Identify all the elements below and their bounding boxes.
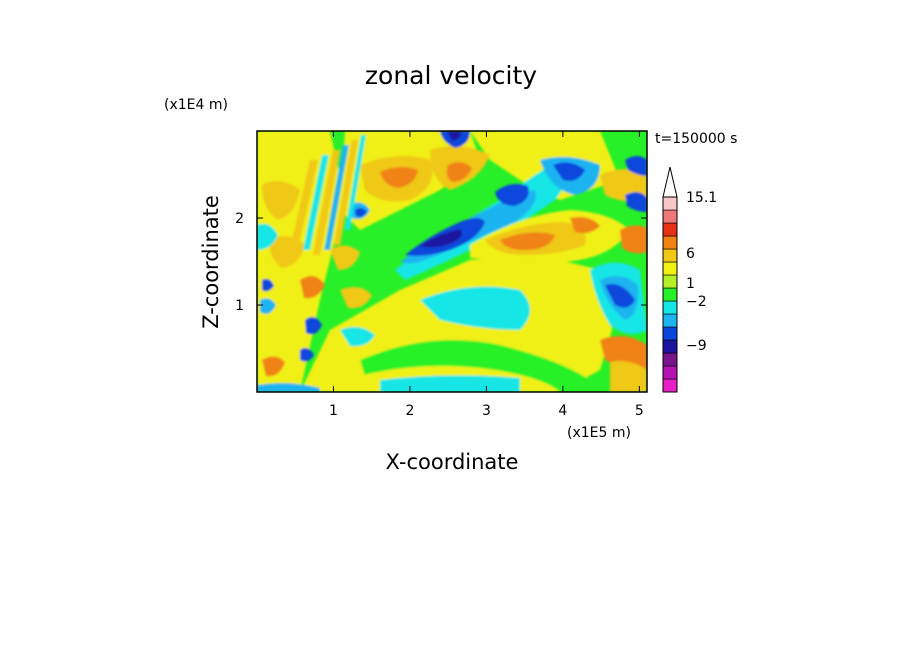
colorbar-segment: [662, 300, 678, 315]
colorbar-segment: [662, 248, 678, 263]
x-tick-label: 3: [482, 403, 491, 419]
colorbar-segment: [662, 313, 678, 328]
colorbar-segment: [662, 209, 678, 224]
plot-area: [256, 130, 648, 393]
plot-frame: [256, 130, 648, 393]
colorbar-segment: [662, 196, 678, 211]
colorbar-segment: [662, 365, 678, 380]
x-axis: 1 2 3 4 5: [329, 131, 644, 419]
x-axis-label: X-coordinate: [386, 450, 519, 474]
contour-field: [257, 131, 647, 392]
x-unit-label: (x1E5 m): [567, 425, 631, 441]
y-tick-label: 2: [235, 211, 244, 227]
chart-title: zonal velocity: [365, 61, 537, 90]
y-tick-label: 1: [235, 298, 244, 314]
colorbar-segment: [662, 352, 678, 367]
x-tick-label: 1: [329, 403, 338, 419]
x-tick-label: 2: [405, 403, 414, 419]
colorbar-segment: [662, 287, 678, 302]
colorbar-tick-label: 6: [686, 246, 695, 262]
colorbar-segment: [662, 274, 678, 289]
colorbar-tick-label: −9: [686, 338, 707, 354]
colorbar: 15.1 6 1 −2 −9: [662, 166, 717, 393]
x-tick-label: 5: [635, 403, 644, 419]
colorbar-segment: [662, 261, 678, 276]
colorbar-tick-label: −2: [686, 294, 707, 310]
time-label: t=150000 s: [655, 131, 737, 147]
y-axis: 12: [235, 211, 647, 314]
x-tick-label: 4: [558, 403, 567, 419]
colorbar-tick-label: 1: [686, 276, 695, 292]
colorbar-segment: [662, 326, 678, 341]
colorbar-segment: [662, 339, 678, 354]
y-axis-label: Z-coordinate: [199, 195, 223, 329]
colorbar-segment: [662, 222, 678, 237]
colorbar-extend-arrow: [662, 166, 678, 198]
colorbar-tick-label: 15.1: [686, 190, 717, 206]
colorbar-segment: [662, 235, 678, 250]
colorbar-segment: [662, 378, 678, 393]
colorbar-frame: [662, 196, 678, 393]
y-unit-label: (x1E4 m): [164, 97, 228, 113]
